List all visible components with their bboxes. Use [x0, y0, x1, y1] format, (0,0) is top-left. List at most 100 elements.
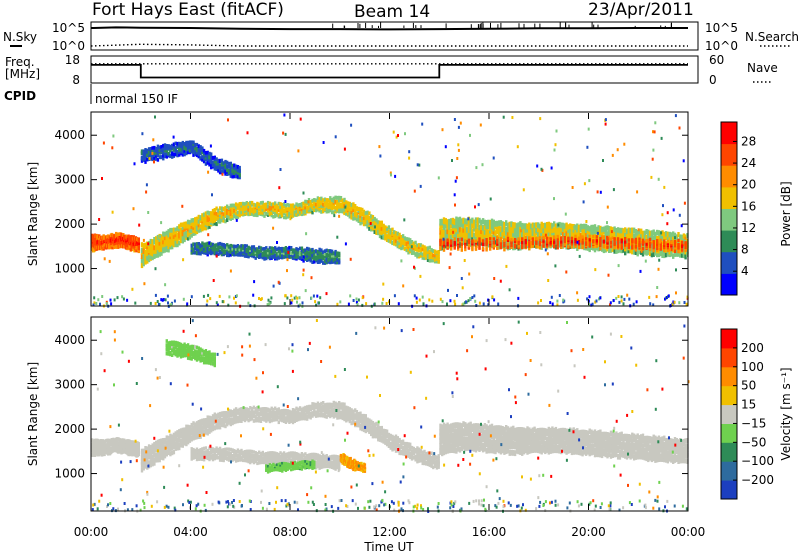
- power-plot-cell: [183, 149, 186, 153]
- vel-plot-cell: [258, 407, 261, 412]
- power-plot-cell: [563, 242, 566, 246]
- vel-plot-cell: [259, 416, 263, 421]
- power-plot-cell: [172, 236, 176, 242]
- power-plot-ground: [301, 301, 304, 305]
- power-plot-scatter: [403, 218, 406, 222]
- power-plot-cell: [453, 246, 456, 250]
- power-plot-cell: [544, 234, 547, 240]
- power-plot-cell: [563, 236, 566, 240]
- power-plot-cell: [606, 231, 609, 237]
- power-plot-scatter: [454, 179, 457, 183]
- power-plot-cell: [265, 249, 268, 254]
- power-plot-cell: [680, 234, 684, 240]
- vel-plot-cell: [183, 436, 186, 441]
- power-plot-cell: [240, 247, 243, 251]
- power-plot-cell: [647, 242, 650, 249]
- power-plot-ground: [355, 297, 358, 301]
- vel-plot-cell: [270, 410, 273, 415]
- power-plot-cell: [457, 247, 460, 251]
- power-plot-cell: [334, 257, 337, 261]
- power-plot-cell: [183, 142, 186, 146]
- power-plot-cell: [218, 210, 222, 215]
- power-plot-cell: [348, 207, 351, 212]
- power-plot-cell: [224, 243, 227, 248]
- power-plot-cell: [377, 228, 380, 233]
- power-plot-scatter: [585, 220, 588, 223]
- power-plot-cell: [355, 216, 359, 221]
- power-plot-cell: [529, 240, 533, 247]
- power-plot-cell: [565, 234, 568, 240]
- power-plot-cell: [492, 244, 495, 248]
- power-plot-cell: [366, 216, 369, 221]
- nave-label: Nave: [747, 61, 778, 75]
- power-plot-cell: [489, 232, 492, 239]
- power-plot-cell: [186, 236, 190, 241]
- power-plot-ground: [467, 299, 470, 303]
- power-plot-cell: [382, 223, 385, 228]
- power-plot-cell: [178, 150, 181, 154]
- power-plot-cell: [313, 259, 316, 264]
- power-plot-ground: [149, 301, 152, 305]
- power-plot-cell: [560, 222, 563, 229]
- power-plot-scatter: [410, 245, 413, 249]
- vel-plot-cell: [236, 408, 240, 413]
- power-plot-cell: [167, 232, 170, 238]
- vel-plot-cell: [277, 407, 280, 411]
- colorbar-segment: [721, 273, 737, 296]
- power-plot-scatter: [651, 157, 654, 161]
- power-plot-cell: [179, 222, 183, 228]
- power-plot-cell: [615, 235, 618, 241]
- vel-plot-cell: [185, 424, 188, 430]
- power-plot-scatter: [338, 214, 341, 218]
- power-plot-cell: [233, 244, 236, 248]
- vel-plot-cell: [245, 416, 248, 420]
- noise-right-tick-top: 10^5: [705, 21, 738, 35]
- power-plot-cell: [238, 165, 241, 170]
- power-plot-cell: [508, 244, 511, 250]
- power-plot-cell: [481, 246, 485, 251]
- power-plot-scatter: [408, 150, 411, 154]
- power-plot-cell: [590, 240, 593, 246]
- power-plot-cell: [396, 240, 399, 245]
- vel-plot-cell: [181, 431, 184, 436]
- freq-panel: Freq. [MHz] 18 8 60 0 Nave: [5, 53, 778, 87]
- power-plot-cell: [556, 246, 559, 250]
- vel-plot-cell: [199, 424, 202, 429]
- vel-plot-cell: [290, 413, 293, 417]
- power-plot-cell: [469, 240, 472, 247]
- power-plot-cell: [414, 240, 417, 245]
- power-plot-ground: [415, 300, 418, 304]
- vel-plot-cell: [171, 450, 174, 456]
- vel-plot-cell: [274, 410, 277, 415]
- date-label: 23/Apr/2011: [588, 0, 694, 20]
- power-plot-cell: [240, 207, 243, 211]
- power-plot-cell: [499, 238, 503, 243]
- power-plot-cell: [469, 218, 472, 225]
- power-plot-cell: [293, 253, 296, 257]
- power-plot-cell: [590, 224, 593, 231]
- power-plot-cell: [613, 244, 616, 249]
- power-plot-cell: [140, 262, 144, 269]
- power-plot-cell: [377, 225, 380, 230]
- power-plot-cell: [277, 246, 280, 250]
- power-plot-cell: [322, 250, 325, 255]
- vel-plot-cell: [261, 413, 264, 418]
- vel-plot-cell: [167, 440, 170, 446]
- power-plot-cell: [464, 239, 467, 243]
- power-plot-ground: [105, 302, 108, 306]
- power-plot-cell: [275, 211, 279, 216]
- power-plot-cell: [673, 251, 677, 257]
- power-plot-cell: [217, 208, 220, 213]
- power-plot-ground: [93, 296, 96, 300]
- power-plot-cell: [256, 252, 259, 256]
- vel-plot-cell: [293, 408, 296, 413]
- power-plot-cell: [593, 238, 597, 244]
- power-plot-cell: [247, 204, 250, 209]
- power-plot-cell: [274, 214, 277, 219]
- power-plot-cell: [238, 213, 241, 218]
- power-plot-ground: [173, 299, 176, 303]
- power-plot-cell: [153, 148, 156, 152]
- power-plot-ground: [365, 302, 368, 306]
- vel-plot-cell: [322, 405, 325, 409]
- power-plot-cell: [281, 253, 284, 257]
